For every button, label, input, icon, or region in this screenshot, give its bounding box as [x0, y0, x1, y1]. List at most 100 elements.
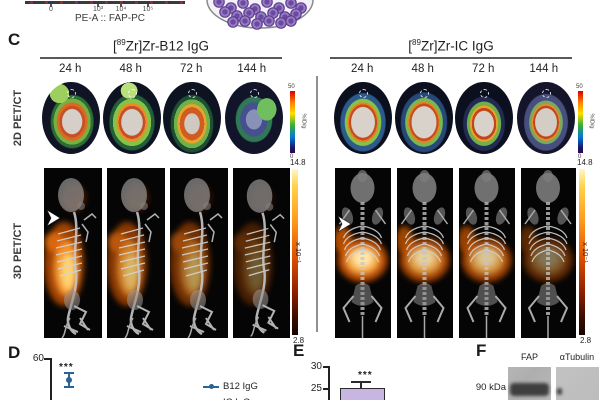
3d-mouse-24h — [44, 168, 102, 338]
3d-mouse-72h — [459, 168, 515, 338]
title-isotope: 89 — [116, 38, 126, 47]
2d-colorbar-max: 50 — [288, 84, 295, 90]
e-ytick-mark — [323, 366, 328, 368]
title-bracket: [ — [408, 38, 413, 54]
trachea-outline-icon — [250, 89, 259, 99]
timepoint-label: 72 h — [180, 63, 203, 75]
title-text: Zr]Zr-B12 IgG — [125, 38, 209, 54]
e-ytick-mark — [323, 388, 328, 390]
2d-petct-row-right — [334, 82, 578, 156]
timepoint-label: 24 h — [59, 63, 82, 75]
2d-colorbar — [290, 91, 295, 153]
2d-colorbar-unit: %ID/g — [588, 113, 595, 129]
3d-mouse-144h — [233, 168, 290, 338]
timepoints-left: 24 h 48 h 72 h 144 h — [40, 63, 282, 75]
flow-axis-tick — [147, 4, 149, 7]
group-divider-line — [316, 76, 318, 332]
timepoint-label: 24 h — [351, 63, 374, 75]
f-tubulin-speck — [557, 388, 562, 395]
axial-petct-slice-48h — [395, 82, 453, 154]
2d-colorbar-unit: %ID/g — [300, 113, 307, 129]
timepoint-label: 72 h — [472, 63, 495, 75]
e-errorbar-cap — [351, 381, 371, 383]
d-datapoint-errorbar — [63, 372, 75, 390]
flow-axis-tick — [50, 4, 52, 7]
title-text: Zr]Zr-IC IgG — [420, 38, 494, 54]
3d-colorbar-max: 14.8 — [577, 158, 593, 167]
d-significance: *** — [59, 362, 74, 373]
tracer-title-ic: [89Zr]Zr-IC IgG — [330, 38, 572, 54]
arrowhead-icon — [47, 210, 60, 226]
flow-axis-tick-label: 10⁴ — [115, 6, 127, 13]
3d-petct-row-left — [44, 168, 290, 338]
panel-f-letter: F — [476, 341, 487, 360]
title-underline — [330, 57, 572, 59]
trachea-outline-icon — [420, 89, 429, 99]
e-bar — [340, 388, 385, 400]
f-lane-label-fap: FAP — [520, 352, 538, 362]
timepoint-label: 48 h — [119, 63, 142, 75]
d-ytick-mark — [44, 358, 50, 360]
row-2d-petct-label: 2D PET/CT — [12, 89, 24, 147]
timepoints-right: 24 h 48 h 72 h 144 h — [332, 63, 574, 75]
cell-dish-illustration — [206, 0, 314, 30]
3d-mouse-48h — [397, 168, 453, 338]
3d-colorbar — [292, 169, 298, 335]
2d-colorbar-min: 0 — [578, 154, 582, 160]
legend-label: B12 IgG — [223, 381, 258, 392]
axial-petct-slice-72h — [163, 82, 221, 154]
axial-petct-slice-24h — [334, 82, 392, 154]
panel-d-letter: D — [8, 343, 21, 362]
e-significance: *** — [358, 370, 373, 381]
3d-colorbar-unit: x 10⁻¹ — [580, 242, 590, 263]
3d-colorbar-min: 2.8 — [580, 336, 592, 345]
3d-mouse-144h — [521, 168, 576, 338]
title-isotope: 89 — [412, 38, 421, 47]
f-fap-band — [510, 383, 549, 396]
axial-petct-slice-24h — [42, 82, 100, 154]
timepoint-label: 48 h — [411, 63, 434, 75]
2d-colorbar — [578, 91, 583, 153]
timepoint-label: 144 h — [237, 63, 267, 75]
timepoint-label: 144 h — [529, 63, 559, 75]
3d-colorbar-unit: x 10⁻¹ — [293, 242, 303, 263]
trachea-outline-icon — [128, 89, 137, 99]
flow-axis-tick — [97, 4, 99, 7]
panel-e-letter: E — [293, 341, 305, 360]
2d-colorbar-max: 50 — [576, 84, 583, 90]
axial-petct-slice-48h — [103, 82, 161, 154]
2d-colorbar-min: 0 — [290, 154, 294, 160]
panel-c-letter: C — [8, 30, 21, 49]
axial-petct-slice-144h — [225, 82, 283, 154]
title-underline — [40, 57, 282, 59]
axial-petct-slice-72h — [455, 82, 513, 154]
f-molecular-weight: 90 kDa — [475, 382, 506, 393]
2d-petct-row-left — [42, 82, 286, 156]
row-3d-petct-label: 3D PET/CT — [12, 222, 24, 280]
tracer-title-b12: [89Zr]Zr-B12 IgG — [40, 38, 282, 54]
flow-axis-tick-label: 10³ — [92, 6, 104, 13]
arrowhead-icon — [338, 216, 351, 232]
d-legend-b12: B12 IgG — [203, 381, 258, 392]
f-lane-label-tubulin: αTubulin — [559, 352, 595, 362]
3d-colorbar-max: 14.8 — [290, 158, 306, 167]
3d-mouse-48h — [107, 168, 165, 338]
flow-axis-tick-label: 10⁵ — [142, 6, 154, 13]
e-y-axis — [328, 366, 330, 400]
3d-colorbar — [579, 169, 585, 335]
trachea-outline-icon — [188, 89, 197, 99]
trachea-outline-icon — [67, 89, 76, 99]
axial-petct-slice-144h — [517, 82, 575, 154]
trachea-outline-icon — [542, 89, 551, 99]
flow-axis-tick — [120, 4, 122, 7]
trachea-outline-icon — [359, 89, 368, 99]
3d-petct-row-right — [335, 168, 576, 338]
flow-axis-tick-label: 0 — [49, 6, 53, 13]
3d-mouse-72h — [170, 168, 228, 338]
title-bracket: [ — [113, 38, 117, 54]
3d-mouse-24h — [335, 168, 391, 338]
d-y-axis — [50, 358, 52, 400]
e-ytick-30: 30 — [310, 361, 322, 372]
legend-label: IC IgG — [223, 397, 250, 400]
